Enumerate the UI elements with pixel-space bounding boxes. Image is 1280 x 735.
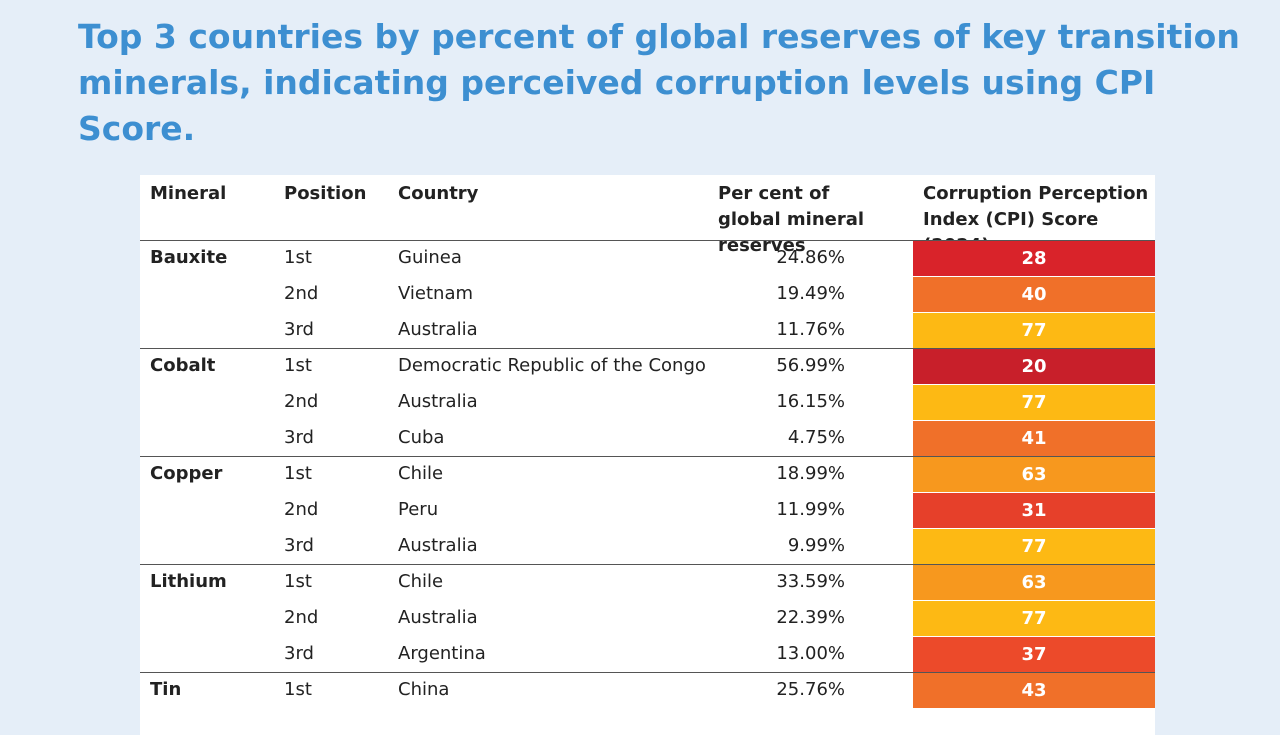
country: Argentina [398, 643, 486, 664]
percent: 22.39% [776, 607, 845, 628]
cpi-score: 31 [913, 493, 1155, 528]
cpi-score: 63 [913, 457, 1155, 492]
cpi-score: 77 [913, 529, 1155, 564]
cpi-score: 41 [913, 421, 1155, 456]
cpi-score: 63 [913, 565, 1155, 600]
mineral: Bauxite [150, 247, 228, 268]
cpi-score: 37 [913, 637, 1155, 672]
position: 1st [284, 679, 312, 700]
column-header: Position [284, 183, 367, 204]
page: Top 3 countries by percent of global res… [78, 14, 1280, 735]
cpi-score: 40 [913, 277, 1155, 312]
mineral: Tin [150, 679, 182, 700]
percent: 33.59% [776, 571, 845, 592]
title-line: minerals, indicating perceived corruptio… [78, 63, 1156, 148]
position: 1st [284, 463, 312, 484]
country: Chile [398, 571, 444, 592]
row-separator [140, 564, 1155, 565]
title-line: Top 3 countries by percent of global res… [78, 17, 1240, 56]
country: Vietnam [398, 283, 474, 304]
position: 3rd [284, 319, 314, 340]
position: 1st [284, 355, 312, 376]
position: 2nd [284, 283, 319, 304]
country: Guinea [398, 247, 462, 268]
row-separator [140, 672, 1155, 673]
position: 2nd [284, 607, 319, 628]
position: 2nd [284, 391, 319, 412]
percent: 16.15% [776, 391, 845, 412]
title: Top 3 countries by percent of global res… [78, 14, 1280, 152]
column-header: Mineral [150, 183, 227, 204]
column-header: Country [398, 183, 479, 204]
position: 3rd [284, 427, 314, 448]
row-separator [140, 456, 1155, 457]
cpi-score: 77 [913, 313, 1155, 348]
row-separator [140, 240, 1155, 241]
country: Democratic Republic of the Congo [398, 355, 706, 376]
percent: 18.99% [776, 463, 845, 484]
mineral: Cobalt [150, 355, 216, 376]
cpi-score: 28 [913, 241, 1155, 276]
percent: 56.99% [776, 355, 845, 376]
percent: 9.99% [787, 535, 845, 556]
percent: 4.75% [787, 427, 845, 448]
country: Australia [398, 391, 478, 412]
position: 2nd [284, 499, 319, 520]
country: China [398, 679, 450, 700]
country: Chile [398, 463, 444, 484]
position: 3rd [284, 643, 314, 664]
percent: 19.49% [776, 283, 845, 304]
mineral: Lithium [150, 571, 227, 592]
country: Australia [398, 607, 478, 628]
cpi-score: 43 [913, 673, 1155, 708]
cpi-score: 20 [913, 349, 1155, 384]
position: 1st [284, 247, 312, 268]
percent: 25.76% [776, 679, 845, 700]
mineral: Copper [150, 463, 223, 484]
row-separator [140, 348, 1155, 349]
country: Peru [398, 499, 439, 520]
percent: 11.76% [776, 319, 845, 340]
country: Australia [398, 535, 478, 556]
country: Australia [398, 319, 478, 340]
cpi-score: 77 [913, 385, 1155, 420]
position: 3rd [284, 535, 314, 556]
percent: 11.99% [776, 499, 845, 520]
position: 1st [284, 571, 312, 592]
percent: 24.86% [776, 247, 845, 268]
percent: 13.00% [776, 643, 845, 664]
cpi-score: 77 [913, 601, 1155, 636]
table: Mineral Position Country Per cent of glo… [140, 175, 1155, 735]
country: Cuba [398, 427, 445, 448]
